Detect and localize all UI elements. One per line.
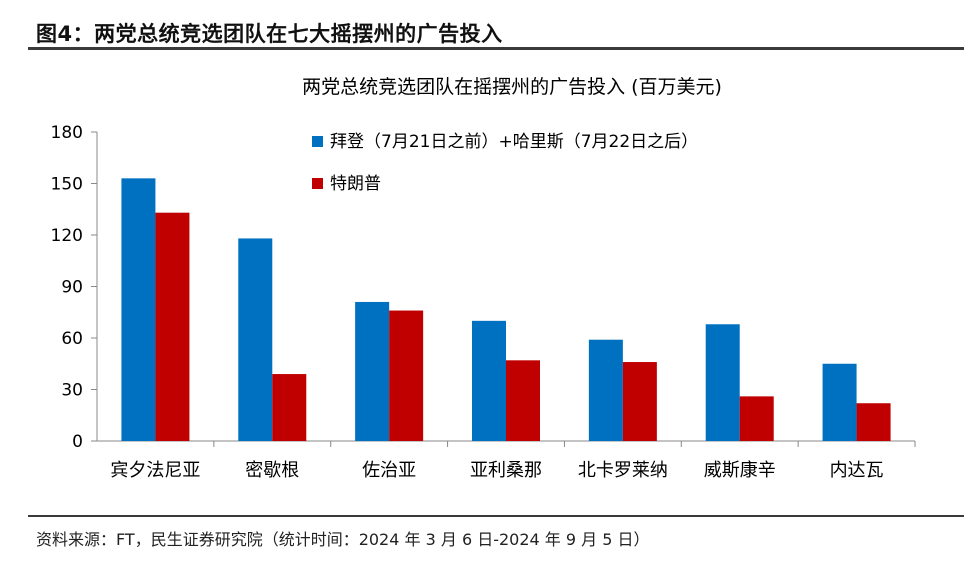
bar-trump <box>622 362 657 441</box>
bar-trump <box>155 212 190 441</box>
bar-dem <box>355 301 390 441</box>
y-tick-label: 60 <box>61 329 83 349</box>
y-tick-label: 30 <box>61 381 83 401</box>
y-tick-label: 90 <box>61 278 83 298</box>
category-label: 宾夕法尼亚 <box>110 460 200 481</box>
bar-dem <box>705 324 740 441</box>
figure-title: 图4：两党总统竞选团队在七大摇摆州的广告投入 <box>36 22 503 46</box>
bar-dem <box>472 320 506 441</box>
category-label: 威斯康辛 <box>704 460 776 481</box>
top-divider <box>28 47 964 50</box>
y-tick-label: 150 <box>51 175 83 195</box>
bar-dem <box>822 363 857 441</box>
bar-chart: 两党总统竞选团队在摇摆州的广告投入 (百万美元) 0 30 60 90 120 150 18… <box>51 76 916 481</box>
legend-label: 拜登（7月21日之前）+哈里斯（7月22日之后） <box>330 132 698 152</box>
chart-bars <box>121 178 891 441</box>
category-label: 密歇根 <box>245 460 299 481</box>
bar-trump <box>506 360 540 441</box>
bottom-divider <box>28 515 964 517</box>
legend-label: 特朗普 <box>330 174 381 194</box>
bar-dem <box>238 238 273 441</box>
bar-trump <box>389 310 424 441</box>
bar-trump <box>272 374 307 441</box>
bar-dem <box>121 178 156 441</box>
source-note: 资料来源：FT，民生证券研究院（统计时间：2024 年 3 月 6 日-2024… <box>36 530 650 549</box>
bar-dem <box>588 339 623 441</box>
chart-legend: 拜登（7月21日之前）+哈里斯（7月22日之后） 特朗普 <box>312 132 698 194</box>
bar-trump <box>739 396 774 441</box>
legend-swatch <box>312 178 323 189</box>
y-tick-label: 0 <box>72 432 83 452</box>
category-label: 佐治亚 <box>362 460 416 481</box>
chart-title: 两党总统竞选团队在摇摆州的广告投入 (百万美元) <box>302 76 722 98</box>
y-tick-label: 180 <box>51 123 83 143</box>
bar-trump <box>856 403 891 441</box>
category-labels: 宾夕法尼亚 密歇根 佐治亚 亚利桑那 北卡罗莱纳 威斯康辛 内达瓦 <box>110 460 883 481</box>
legend-swatch <box>312 136 323 147</box>
chart-axes: 0 30 60 90 120 150 180 <box>51 123 916 452</box>
category-label: 亚利桑那 <box>470 460 542 481</box>
category-label: 北卡罗莱纳 <box>578 460 668 481</box>
y-tick-label: 120 <box>51 226 83 246</box>
category-label: 内达瓦 <box>830 460 884 481</box>
